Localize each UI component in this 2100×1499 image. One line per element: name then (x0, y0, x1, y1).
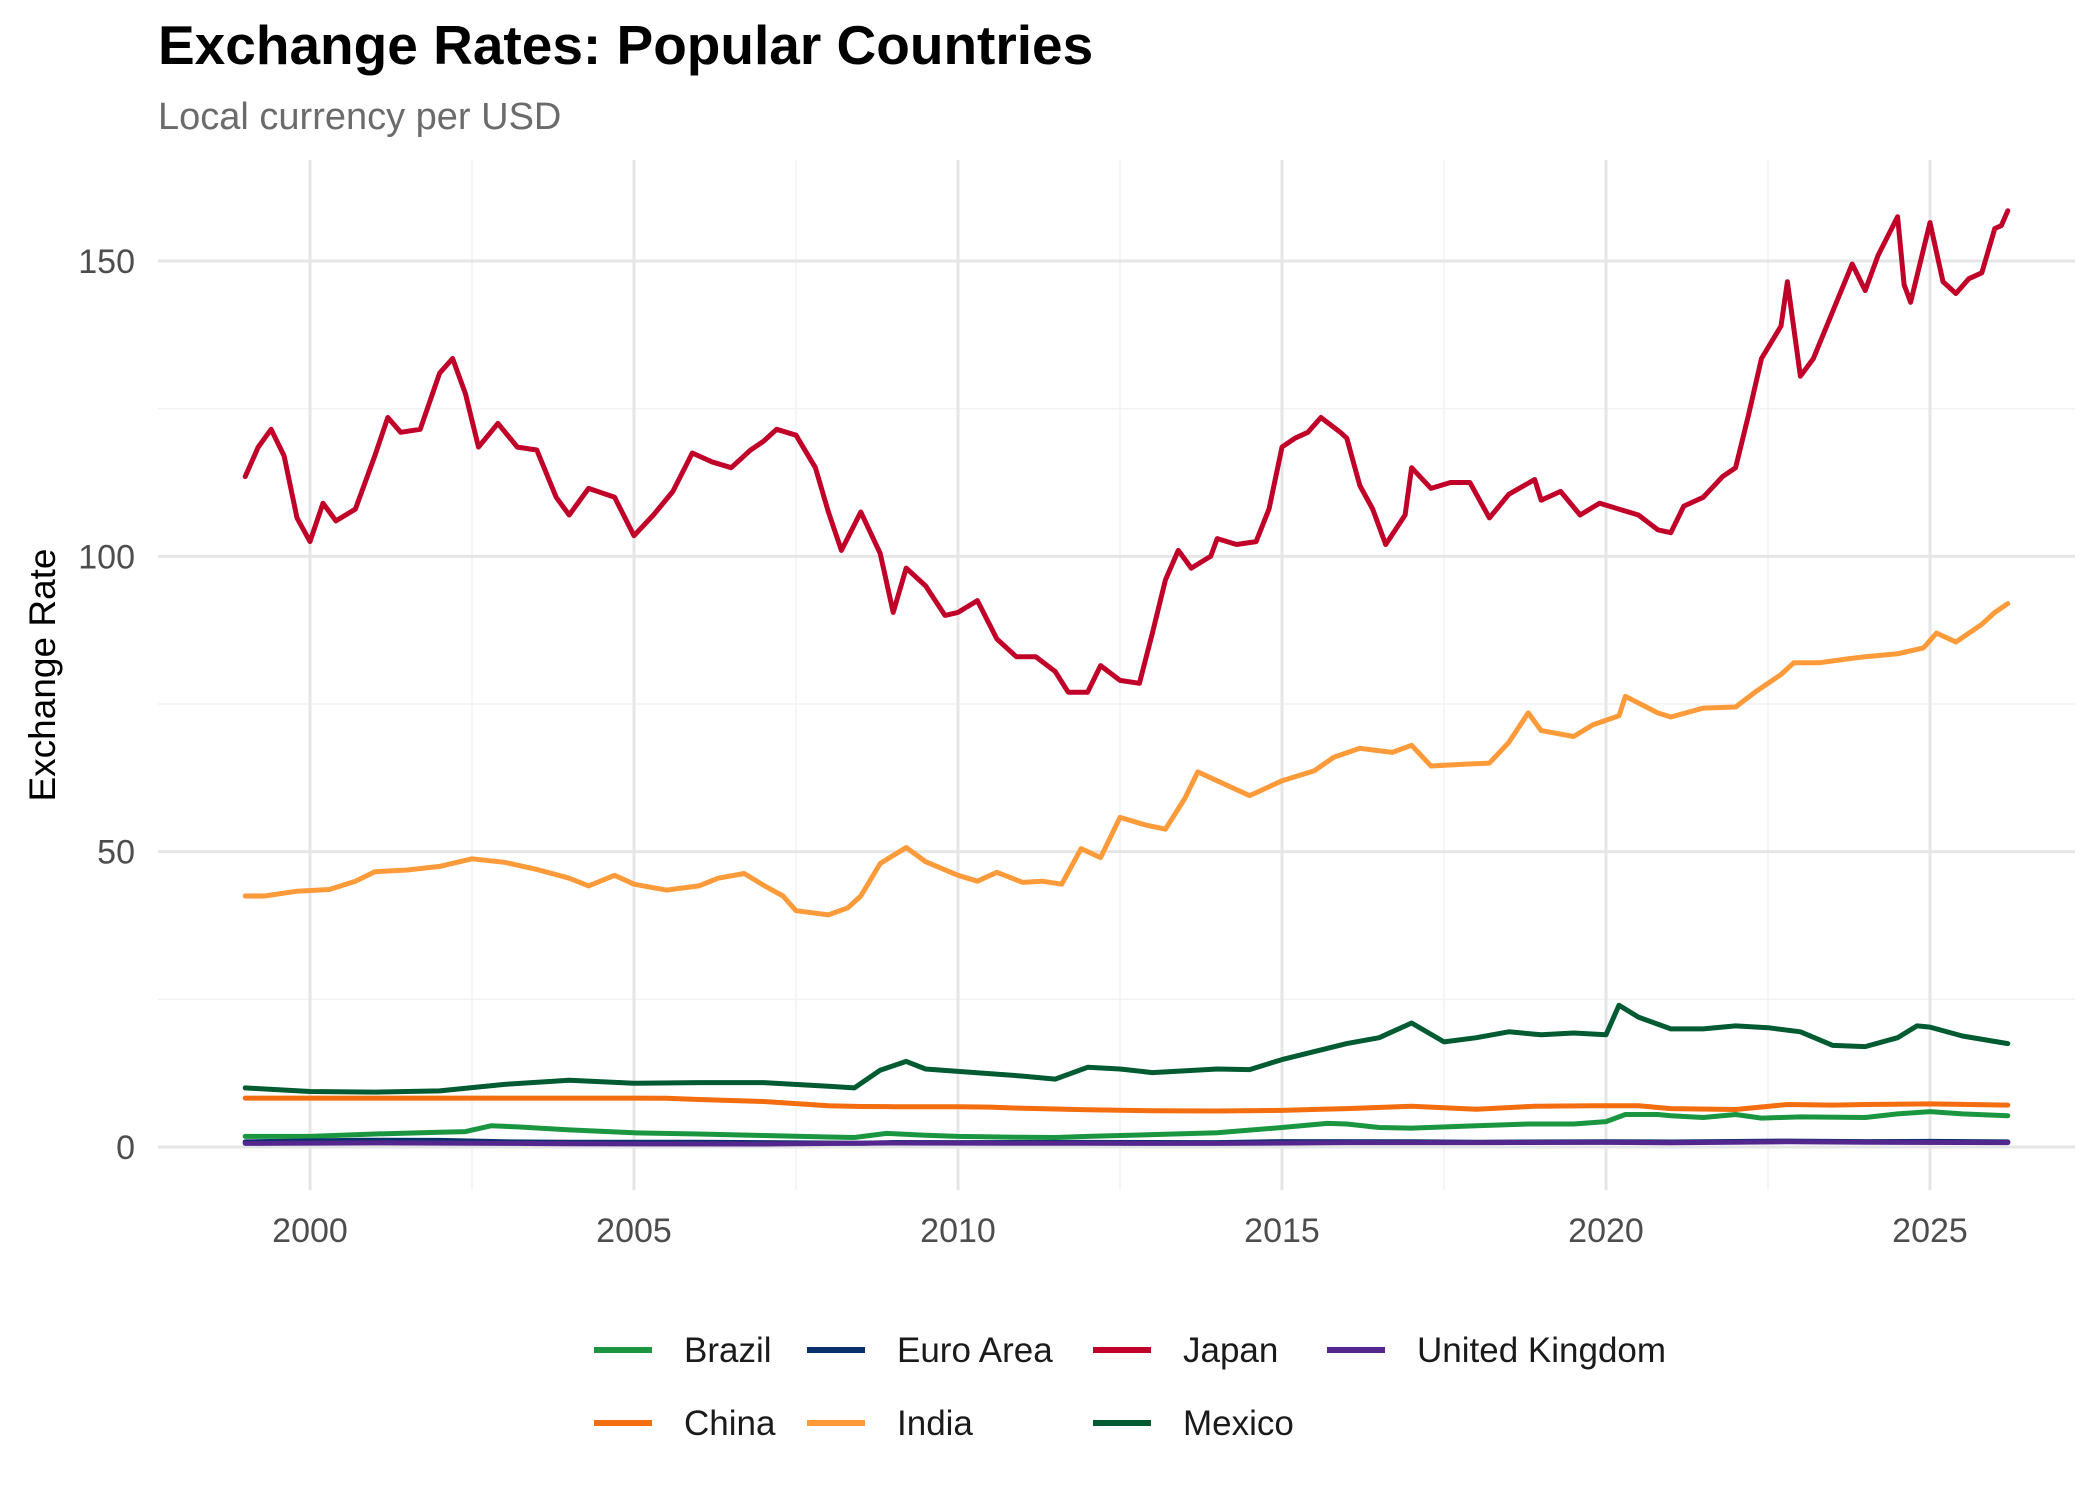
y-tick-label: 0 (116, 1129, 135, 1167)
x-tick-label: 2005 (596, 1212, 672, 1250)
legend-label-japan: Japan (1183, 1331, 1278, 1370)
series-line-china (242, 1095, 2011, 1114)
x-tick-label: 2000 (272, 1212, 348, 1250)
series-line-brazil (242, 1109, 2011, 1140)
tick-labels: 2000 2005 2010 2015 2020 2025 0 50 100 150 (78, 243, 1968, 1250)
series-line-mexico (242, 1002, 2011, 1095)
y-tick-label: 100 (78, 538, 135, 576)
x-tick-label: 2015 (1244, 1212, 1320, 1250)
x-tick-label: 2025 (1892, 1212, 1968, 1250)
series-line-japan (242, 208, 2011, 695)
grid-lines (158, 160, 2075, 1190)
chart-title: Exchange Rates: Popular Countries (158, 14, 1093, 76)
legend-label-united-kingdom: United Kingdom (1417, 1331, 1666, 1370)
y-tick-label: 150 (78, 243, 135, 281)
legend-label-brazil: Brazil (684, 1331, 772, 1370)
legend-label-mexico: Mexico (1183, 1404, 1294, 1443)
x-tick-label: 2010 (920, 1212, 996, 1250)
series-lines (242, 208, 2011, 1147)
legend-label-india: India (897, 1404, 973, 1443)
y-axis-title: Exchange Rate (22, 548, 63, 801)
series-line-india (242, 601, 2011, 918)
chart-subtitle: Local currency per USD (158, 96, 561, 138)
legend: Brazil Euro Area Japan United Kingdom China I… (594, 1331, 1666, 1443)
x-tick-label: 2020 (1568, 1212, 1644, 1250)
series-line-united-kingdom (242, 1139, 2011, 1147)
legend-label-china: China (684, 1404, 776, 1443)
y-tick-label: 50 (97, 834, 135, 872)
legend-label-euro-area: Euro Area (897, 1331, 1053, 1370)
